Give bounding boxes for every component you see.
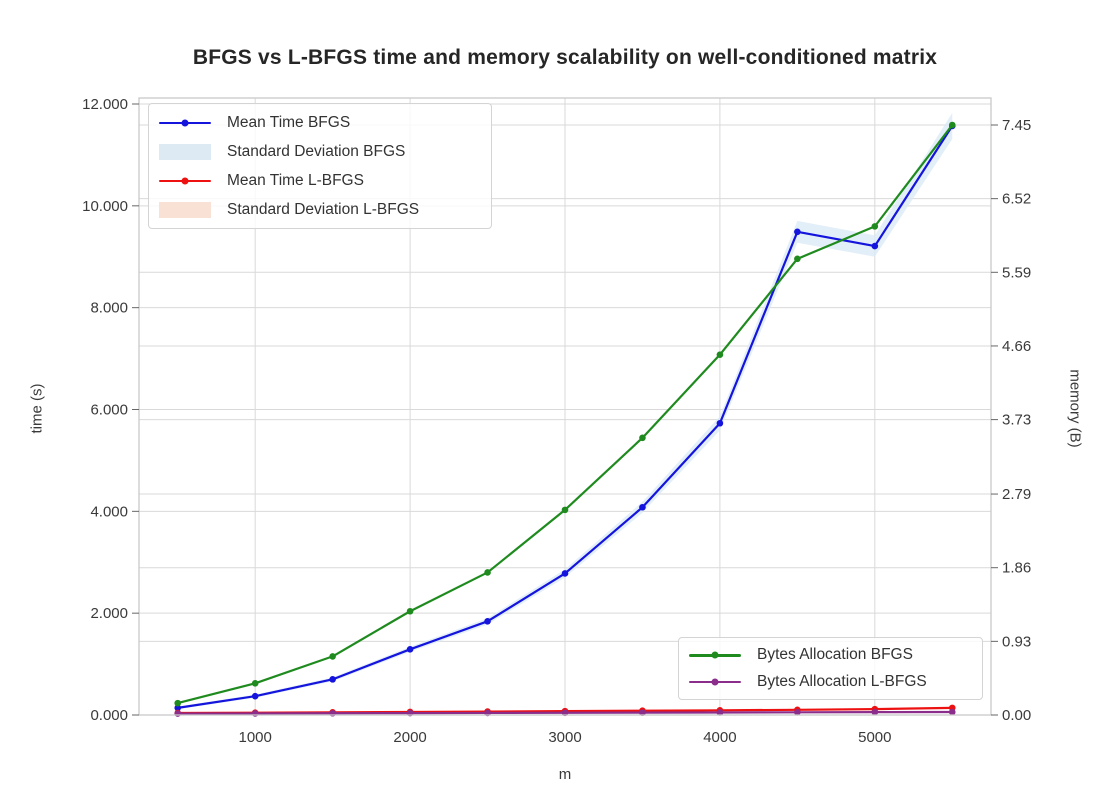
- tick-label-right: 2.79: [1002, 486, 1031, 503]
- legend-line-marker-icon: [687, 646, 743, 664]
- legend-line-marker-icon: [157, 114, 213, 132]
- legend-dot-marker: [181, 177, 189, 184]
- legend-time: Mean Time BFGS Standard Deviation BFGS Mea…: [148, 103, 492, 229]
- data-point-bytes-allocation-l-bfgs: [716, 709, 724, 716]
- tick-label-right: 4.66: [1002, 338, 1031, 355]
- legend-dot-marker: [711, 651, 719, 659]
- tick-label-right: 6.52: [1002, 191, 1031, 208]
- data-point-bytes-allocation-bfgs: [251, 680, 259, 687]
- legend-dot-marker: [181, 119, 189, 126]
- data-point-bytes-allocation-bfgs: [871, 223, 879, 230]
- data-point-bytes-allocation-bfgs: [639, 434, 646, 442]
- legend-label: Mean Time L-BFGS: [227, 171, 364, 189]
- legend-patch-swatch: [159, 143, 211, 160]
- tick-label-left: 4.000: [90, 503, 128, 520]
- legend-patch-icon: [157, 143, 213, 161]
- plot-border: [138, 97, 992, 716]
- tick-label-right: 0.00: [1002, 707, 1031, 724]
- data-point-bytes-allocation-bfgs: [716, 351, 724, 358]
- data-point-bytes-allocation-l-bfgs: [174, 710, 182, 717]
- data-point-bytes-allocation-l-bfgs: [871, 708, 879, 716]
- x-axis-label: m: [558, 766, 572, 783]
- tick-label-left: 12.000: [82, 96, 128, 113]
- data-point-mean-time-bfgs: [329, 676, 336, 683]
- data-point-bytes-allocation-bfgs: [406, 607, 414, 615]
- tick-label-right: 5.59: [1002, 264, 1031, 281]
- data-point-bytes-allocation-bfgs: [948, 121, 956, 129]
- data-point-mean-time-bfgs: [794, 228, 801, 236]
- tick-label-left: 2.000: [90, 605, 128, 622]
- data-point-mean-time-bfgs: [484, 618, 491, 625]
- tick-label-x: 3000: [548, 729, 581, 746]
- tick-label-right: 0.93: [1002, 633, 1031, 650]
- chart-title: BFGS vs L-BFGS time and memory scalabili…: [192, 46, 938, 69]
- data-point-bytes-allocation-l-bfgs: [948, 708, 956, 716]
- legend-patch-icon: [157, 201, 213, 219]
- tick-label-left: 8.000: [90, 300, 128, 317]
- data-point-mean-time-bfgs: [561, 570, 569, 577]
- data-point-bytes-allocation-bfgs: [484, 569, 491, 576]
- data-point-mean-time-bfgs: [716, 419, 724, 427]
- y-axis-label-left: time (s): [28, 383, 46, 434]
- legend-label: Standard Deviation L-BFGS: [227, 200, 420, 218]
- tick-label-right: 1.86: [1002, 560, 1031, 577]
- data-point-bytes-allocation-bfgs: [794, 255, 801, 263]
- tick-label-left: 6.000: [90, 402, 128, 419]
- legend-line-marker-icon: [157, 172, 213, 190]
- data-point-bytes-allocation-l-bfgs: [639, 709, 646, 716]
- tick-label-x: 1000: [238, 729, 271, 746]
- data-point-mean-time-bfgs: [639, 503, 646, 511]
- tick-label-left: 0.000: [90, 707, 128, 724]
- legend-entry: Bytes Allocation BFGS: [687, 642, 972, 669]
- data-point-bytes-allocation-bfgs: [561, 506, 569, 514]
- y-axis-label-right: memory (B): [1066, 369, 1084, 448]
- tick-label-x: 5000: [858, 729, 891, 746]
- data-point-bytes-allocation-bfgs: [329, 653, 336, 660]
- legend-label: Bytes Allocation BFGS: [757, 646, 913, 664]
- legend-entry: Standard Deviation L-BFGS: [157, 195, 481, 224]
- tick-label-right: 7.45: [1002, 117, 1031, 134]
- legend-entry: Bytes Allocation L-BFGS: [687, 669, 972, 696]
- tick-label-left: 10.000: [82, 198, 128, 215]
- data-point-mean-time-bfgs: [871, 242, 879, 250]
- legend-entry: Mean Time L-BFGS: [157, 166, 481, 195]
- data-point-bytes-allocation-bfgs: [174, 699, 182, 707]
- legend-entry: Mean Time BFGS: [157, 108, 481, 137]
- data-point-mean-time-bfgs: [174, 704, 182, 712]
- tick-label-right: 3.73: [1002, 412, 1031, 429]
- legend-line-marker-icon: [687, 673, 743, 691]
- data-point-mean-time-bfgs: [251, 692, 259, 700]
- legend-label: Bytes Allocation L-BFGS: [757, 672, 927, 690]
- data-point-bytes-allocation-l-bfgs: [251, 710, 259, 717]
- data-point-mean-time-bfgs: [406, 646, 414, 653]
- legend-patch-swatch: [159, 201, 211, 218]
- legend-dot-marker: [711, 678, 719, 686]
- legend-entry: Standard Deviation BFGS: [157, 137, 481, 166]
- legend-memory: Bytes Allocation BFGS Bytes Allocation L-…: [678, 637, 983, 700]
- legend-label: Standard Deviation BFGS: [227, 142, 406, 160]
- legend-label: Mean Time BFGS: [227, 113, 351, 131]
- data-point-bytes-allocation-l-bfgs: [794, 709, 801, 716]
- tick-label-x: 4000: [703, 729, 736, 746]
- tick-label-x: 2000: [393, 729, 426, 746]
